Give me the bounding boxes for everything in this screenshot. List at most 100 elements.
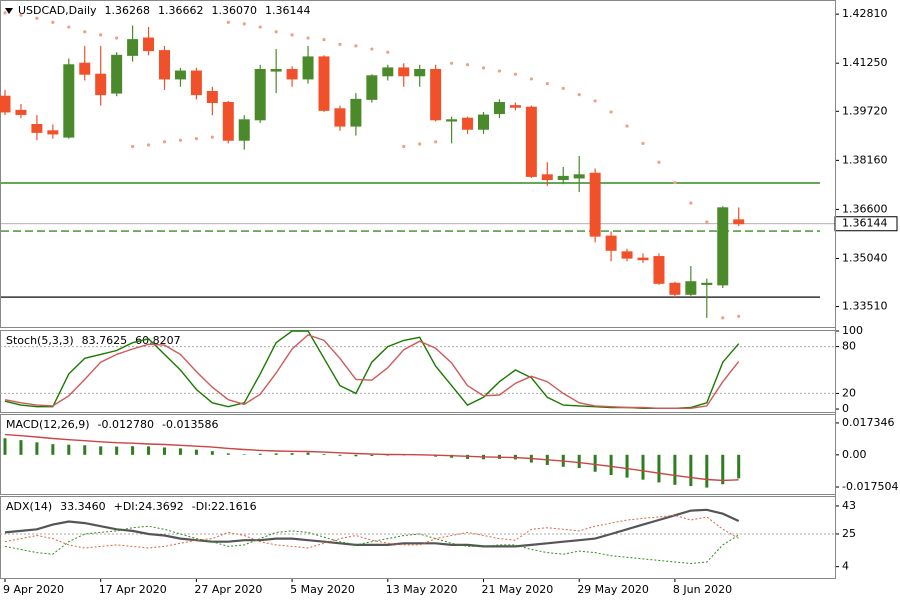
histogram-bar bbox=[35, 442, 39, 455]
psar-dot bbox=[274, 30, 278, 34]
candle-body bbox=[446, 119, 458, 122]
histogram-bar bbox=[625, 454, 629, 478]
candle-body bbox=[557, 175, 569, 181]
histogram-bar bbox=[689, 454, 693, 487]
psar-dot bbox=[194, 137, 198, 141]
psar-dot bbox=[131, 144, 135, 149]
series-last-value: 33.3460 bbox=[60, 500, 106, 513]
histogram-bar bbox=[673, 454, 677, 485]
ohlc-value: 1.36144 bbox=[265, 4, 311, 17]
candle-body bbox=[159, 50, 170, 80]
psar-dot bbox=[370, 47, 374, 51]
y-tick-label: 25 bbox=[842, 527, 856, 540]
psar-dot bbox=[338, 42, 342, 46]
histogram-bar bbox=[290, 453, 294, 455]
psar-dot bbox=[178, 138, 183, 142]
ohlc-value: 1.36662 bbox=[158, 4, 204, 17]
x-tick-label: 13 May 2020 bbox=[386, 583, 458, 596]
histogram-bar bbox=[19, 440, 23, 455]
indicator-name: MACD(12,26,9) bbox=[6, 418, 90, 431]
series-last-value: -0.013586 bbox=[162, 418, 218, 431]
y-tick-label: 0.00 bbox=[842, 448, 867, 461]
candle-body bbox=[398, 67, 410, 77]
psar-dot bbox=[242, 22, 246, 26]
panel-header: MACD(12,26,9) -0.012780 -0.013586 bbox=[6, 418, 218, 431]
x-tick-label: 21 May 2020 bbox=[482, 583, 554, 596]
psar-dot bbox=[705, 220, 709, 224]
histogram-bar bbox=[226, 453, 230, 455]
candle-body bbox=[541, 174, 553, 181]
y-tick-label: 1.41250 bbox=[842, 56, 888, 69]
histogram-bar bbox=[609, 454, 613, 476]
histogram-bar bbox=[115, 446, 119, 455]
psar-dot bbox=[258, 25, 262, 29]
candle-body bbox=[174, 70, 186, 80]
indicator-name: USDCAD,Daily bbox=[18, 4, 97, 17]
y-tick-label: 0 bbox=[842, 402, 849, 415]
psar-dot bbox=[386, 50, 390, 54]
indicator-name: ADX(14) bbox=[6, 500, 52, 513]
candle-body bbox=[127, 39, 139, 56]
y-tick-label: 1.42810 bbox=[842, 7, 888, 20]
indicator-line bbox=[4, 334, 740, 409]
y-tick-label: 1.33510 bbox=[842, 300, 888, 313]
candle-body bbox=[15, 109, 27, 115]
histogram-bar bbox=[577, 454, 581, 469]
candle-body bbox=[653, 256, 665, 284]
candle-body bbox=[222, 102, 234, 141]
histogram-bar bbox=[51, 444, 55, 455]
candle-body bbox=[143, 37, 155, 52]
candle-body bbox=[366, 75, 378, 100]
candle-body bbox=[47, 130, 59, 135]
candle-body bbox=[318, 56, 330, 111]
histogram-bar bbox=[178, 448, 182, 455]
candle-body bbox=[621, 251, 633, 259]
y-tick-label: -0.017504 bbox=[842, 480, 898, 493]
candle-body bbox=[334, 108, 346, 127]
histogram-bar bbox=[354, 454, 358, 457]
candle-body bbox=[685, 281, 697, 295]
candle-body bbox=[0, 95, 11, 113]
psar-dot bbox=[402, 144, 406, 149]
candle-body bbox=[350, 98, 362, 127]
psar-dot bbox=[577, 93, 581, 97]
histogram-bar bbox=[3, 438, 7, 455]
indicator-line bbox=[4, 525, 739, 565]
y-tick-label: 1.35040 bbox=[842, 251, 888, 264]
panel-header: USDCAD,Daily 1.36268 1.36662 1.36070 1.36144 bbox=[18, 4, 311, 17]
ohlc-value: 1.36070 bbox=[212, 4, 258, 17]
x-tick-label: 27 Apr 2020 bbox=[194, 583, 262, 596]
candle-body bbox=[462, 117, 474, 130]
candle-body bbox=[382, 67, 394, 77]
x-tick-label: 5 May 2020 bbox=[290, 583, 355, 596]
candle-body bbox=[589, 172, 601, 237]
series-last-value: 22.1616 bbox=[211, 500, 257, 513]
candle-body bbox=[669, 282, 681, 295]
psar-dot bbox=[450, 61, 454, 65]
candle-body bbox=[733, 219, 745, 225]
histogram-bar bbox=[163, 447, 166, 455]
y-tick-label: 100 bbox=[842, 324, 863, 337]
psar-dot bbox=[434, 140, 438, 144]
histogram-bar bbox=[131, 446, 135, 455]
candle-body bbox=[525, 106, 537, 177]
candle-body bbox=[637, 257, 649, 261]
psar-dot bbox=[83, 30, 87, 34]
psar-dot bbox=[545, 82, 549, 86]
psar-dot bbox=[35, 16, 39, 20]
psar-dot bbox=[465, 63, 470, 67]
series-last-value: -0.012780 bbox=[98, 418, 154, 431]
candle-body bbox=[701, 282, 713, 285]
psar-dot bbox=[3, 11, 7, 15]
histogram-bar bbox=[258, 453, 262, 455]
histogram-bar bbox=[306, 452, 310, 455]
psar-dot bbox=[115, 36, 119, 40]
histogram-bar bbox=[657, 454, 661, 483]
histogram-bar bbox=[641, 454, 645, 480]
symbol-menu-icon[interactable] bbox=[5, 8, 13, 14]
indicator-line bbox=[4, 433, 739, 482]
y-tick-label: 1.36600 bbox=[842, 202, 888, 215]
histogram-bar bbox=[67, 444, 71, 455]
candle-body bbox=[190, 70, 202, 96]
